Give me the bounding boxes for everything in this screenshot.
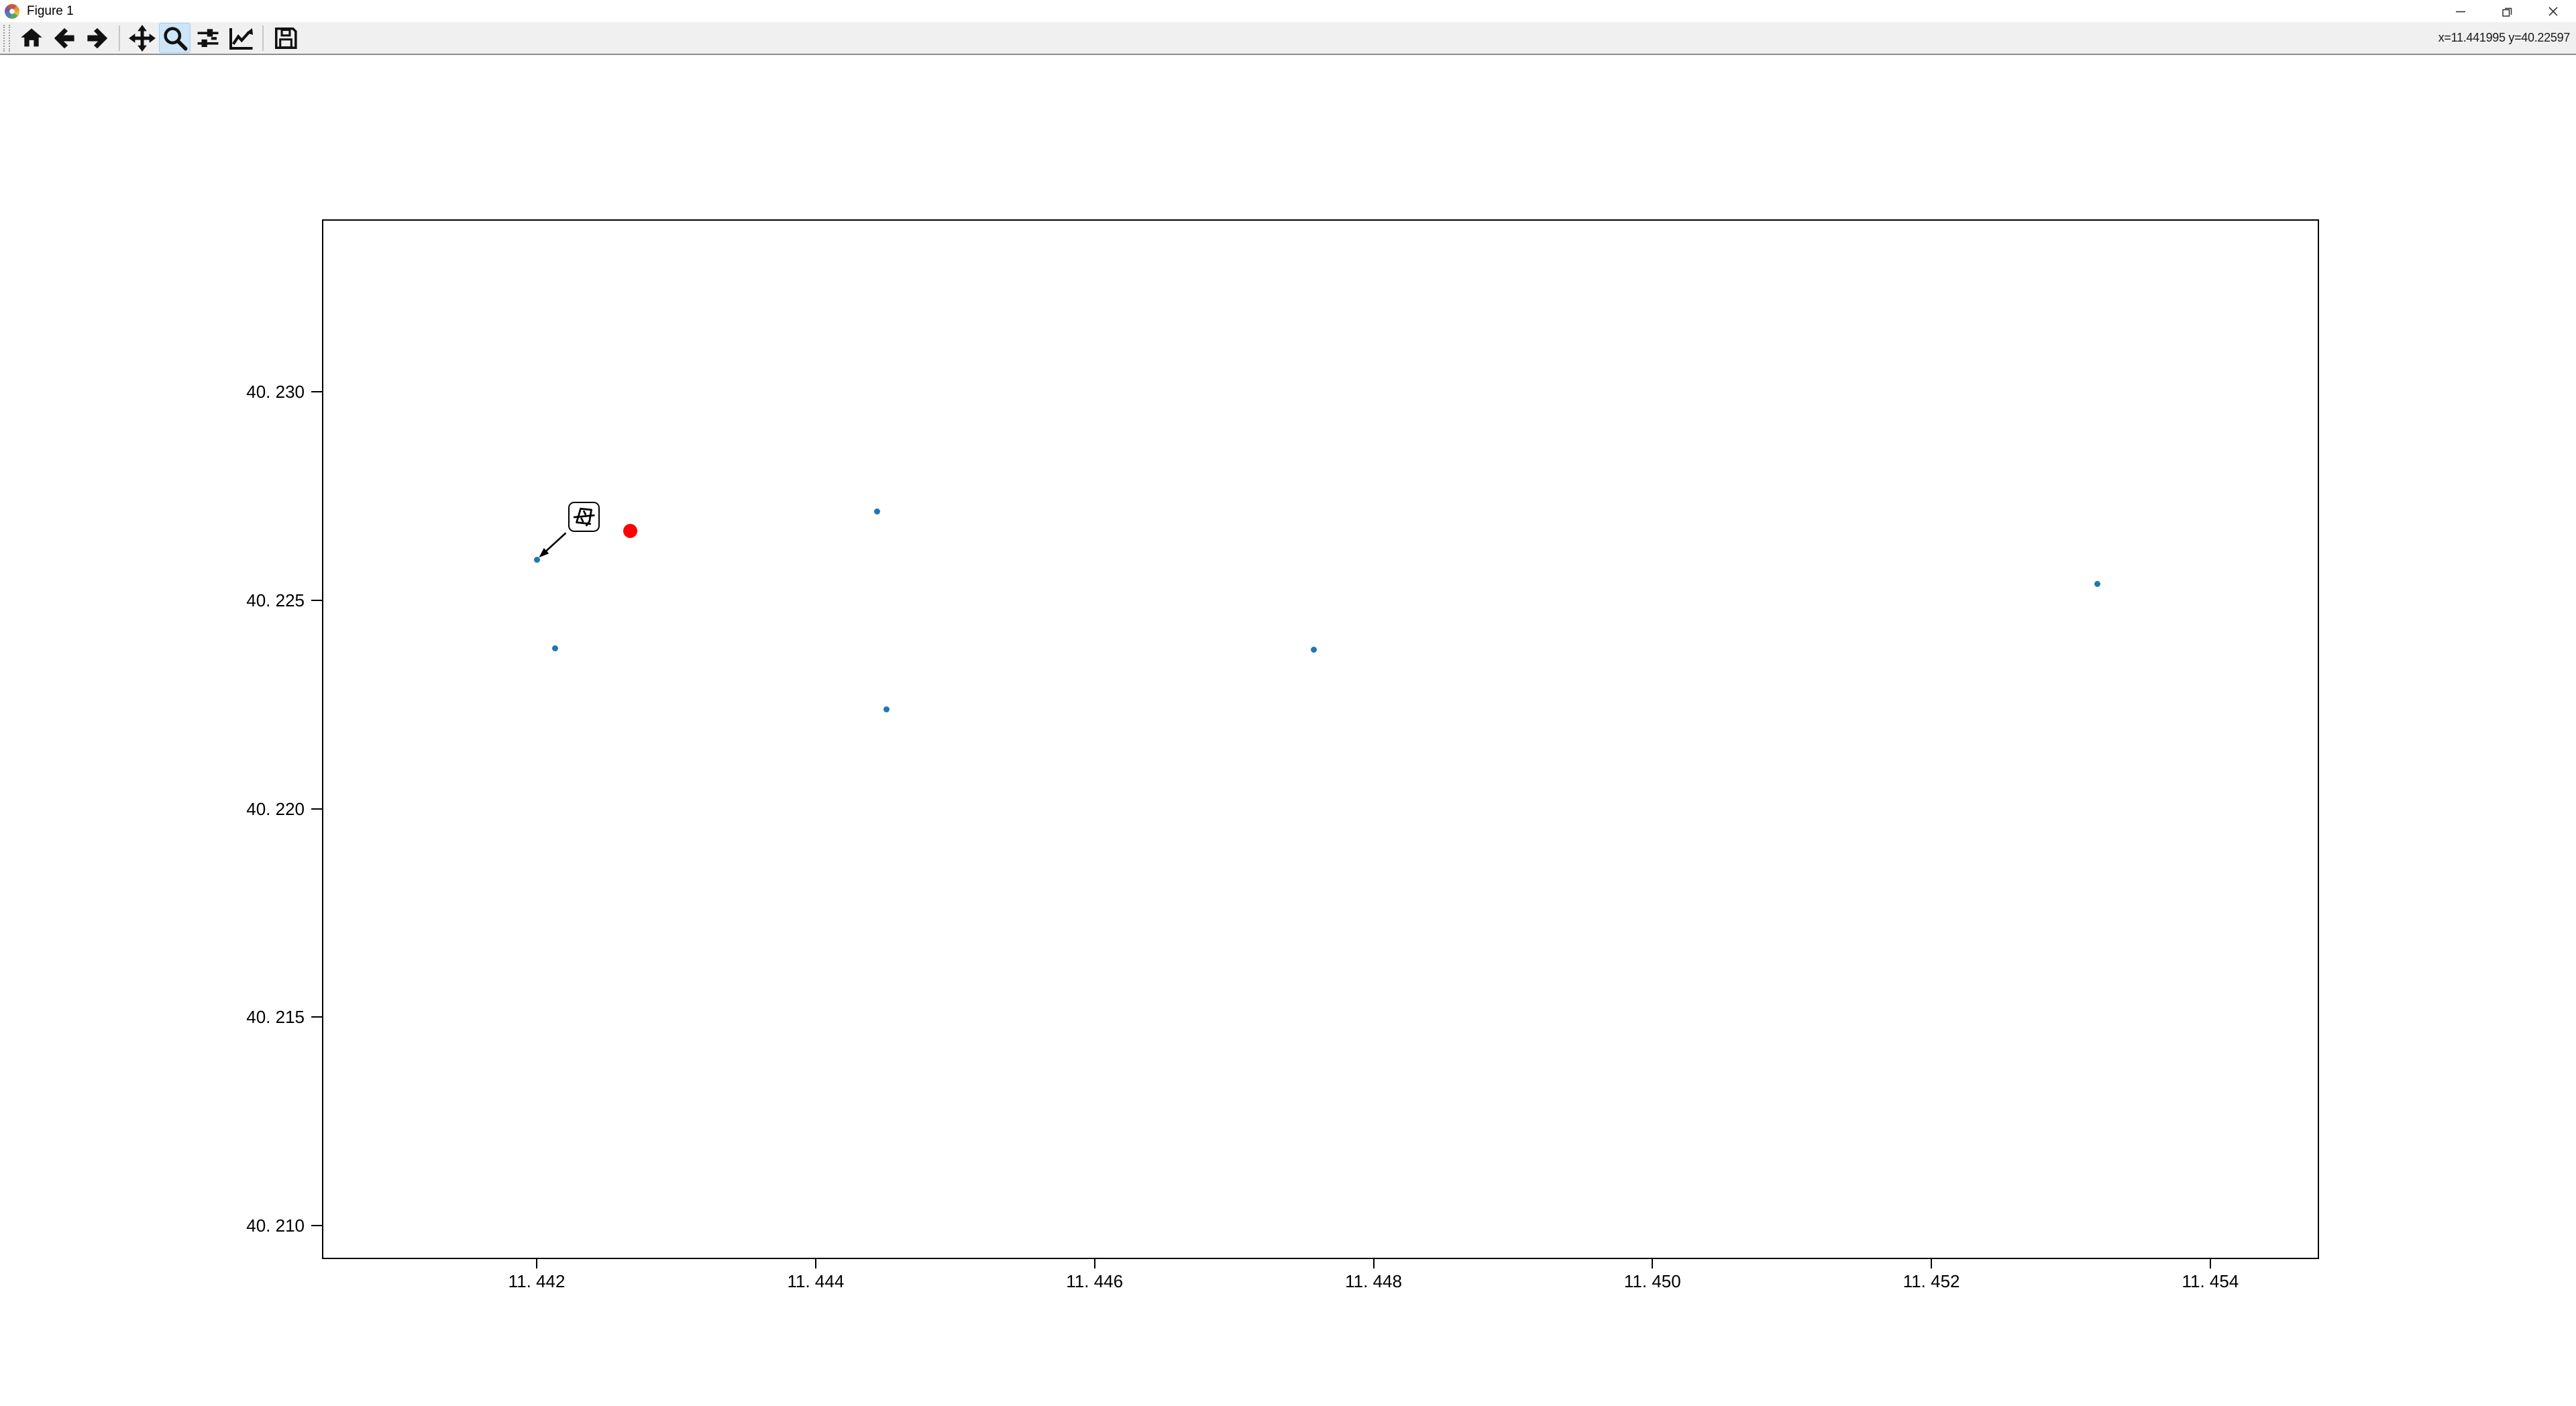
highlighted-data-point — [623, 524, 637, 539]
y-tick-mark — [311, 808, 322, 810]
sliders-icon — [197, 28, 218, 47]
data-point — [873, 508, 880, 515]
toolbar-separator — [119, 25, 120, 51]
save-button[interactable] — [270, 23, 301, 53]
annotation-arrow — [539, 532, 567, 558]
window-controls — [2437, 0, 2576, 22]
minimize-button[interactable] — [2437, 0, 2483, 22]
forward-arrow-icon — [87, 28, 107, 48]
maximize-restore-button[interactable] — [2483, 0, 2530, 22]
x-tick-label: 11. 448 — [1345, 1271, 1402, 1291]
zoom-magnifier-icon — [163, 26, 187, 50]
pan-move-icon — [128, 24, 156, 52]
x-tick-mark — [536, 1258, 538, 1268]
plot-area[interactable]: 母 11. 442 11. 444 11. 446 11. 448 11. 450 11.… — [246, 219, 2319, 1291]
save-floppy-icon — [274, 27, 297, 49]
title-bar: Figure 1 — [0, 0, 2576, 22]
x-tick-mark — [814, 1258, 816, 1268]
minimize-icon — [2455, 11, 2465, 12]
y-tick-mark — [311, 1225, 322, 1227]
coordinate-readout: x=11.441995 y=40.22597 — [2438, 31, 2571, 44]
y-tick-mark — [311, 1016, 322, 1018]
line-chart-icon — [229, 28, 253, 50]
toolbar-separator — [262, 25, 264, 51]
y-tick-label: 40. 215 — [246, 1007, 305, 1028]
window-title: Figure 1 — [27, 4, 74, 18]
pan-button[interactable] — [126, 23, 158, 53]
close-icon — [2548, 6, 2558, 16]
data-point — [533, 556, 540, 563]
toolbar-grip-handle[interactable] — [3, 24, 10, 52]
x-tick-mark — [1652, 1258, 1654, 1268]
x-tick-label: 11. 442 — [508, 1271, 566, 1291]
y-tick-label: 40. 210 — [246, 1215, 305, 1236]
matplotlib-logo-icon — [5, 3, 19, 19]
data-point — [2094, 581, 2100, 588]
data-point — [551, 645, 558, 652]
zoom-button[interactable] — [159, 23, 191, 53]
edit-parameters-button[interactable] — [225, 23, 256, 53]
x-tick-label: 11. 446 — [1066, 1271, 1124, 1291]
y-tick-mark — [311, 600, 322, 602]
y-tick-label: 40. 220 — [246, 798, 305, 819]
annotation-arrowhead — [539, 547, 549, 558]
x-tick-label: 11. 454 — [2182, 1271, 2239, 1291]
annotation-glyph-mu — [573, 507, 595, 527]
home-button[interactable] — [15, 23, 47, 53]
annotation-arrow-line — [541, 532, 567, 556]
configure-subplots-button[interactable] — [192, 23, 223, 53]
data-point — [1310, 646, 1317, 653]
x-tick-mark — [1931, 1258, 1933, 1268]
restore-icon — [2502, 7, 2512, 17]
x-tick-mark — [1093, 1258, 1095, 1268]
back-arrow-icon — [54, 28, 74, 48]
y-tick-label: 40. 230 — [246, 382, 305, 402]
x-tick-mark — [2209, 1258, 2211, 1268]
close-button[interactable] — [2530, 0, 2576, 22]
x-tick-mark — [1373, 1258, 1375, 1268]
back-button[interactable] — [48, 23, 80, 53]
y-tick-mark — [311, 391, 322, 393]
data-point — [883, 706, 890, 712]
x-tick-label: 11. 452 — [1902, 1271, 1960, 1291]
x-tick-label: 11. 444 — [787, 1271, 845, 1291]
toolbar: x=11.441995 y=40.22597 — [0, 22, 2576, 55]
forward-button[interactable] — [81, 23, 113, 53]
annotation-box: 母 — [568, 501, 600, 532]
home-icon — [20, 28, 42, 46]
y-tick-label: 40. 225 — [246, 590, 305, 611]
x-tick-label: 11. 450 — [1623, 1271, 1681, 1291]
figure-canvas: 母 11. 442 11. 444 11. 446 11. 448 11. 450 11.… — [0, 56, 2576, 1406]
